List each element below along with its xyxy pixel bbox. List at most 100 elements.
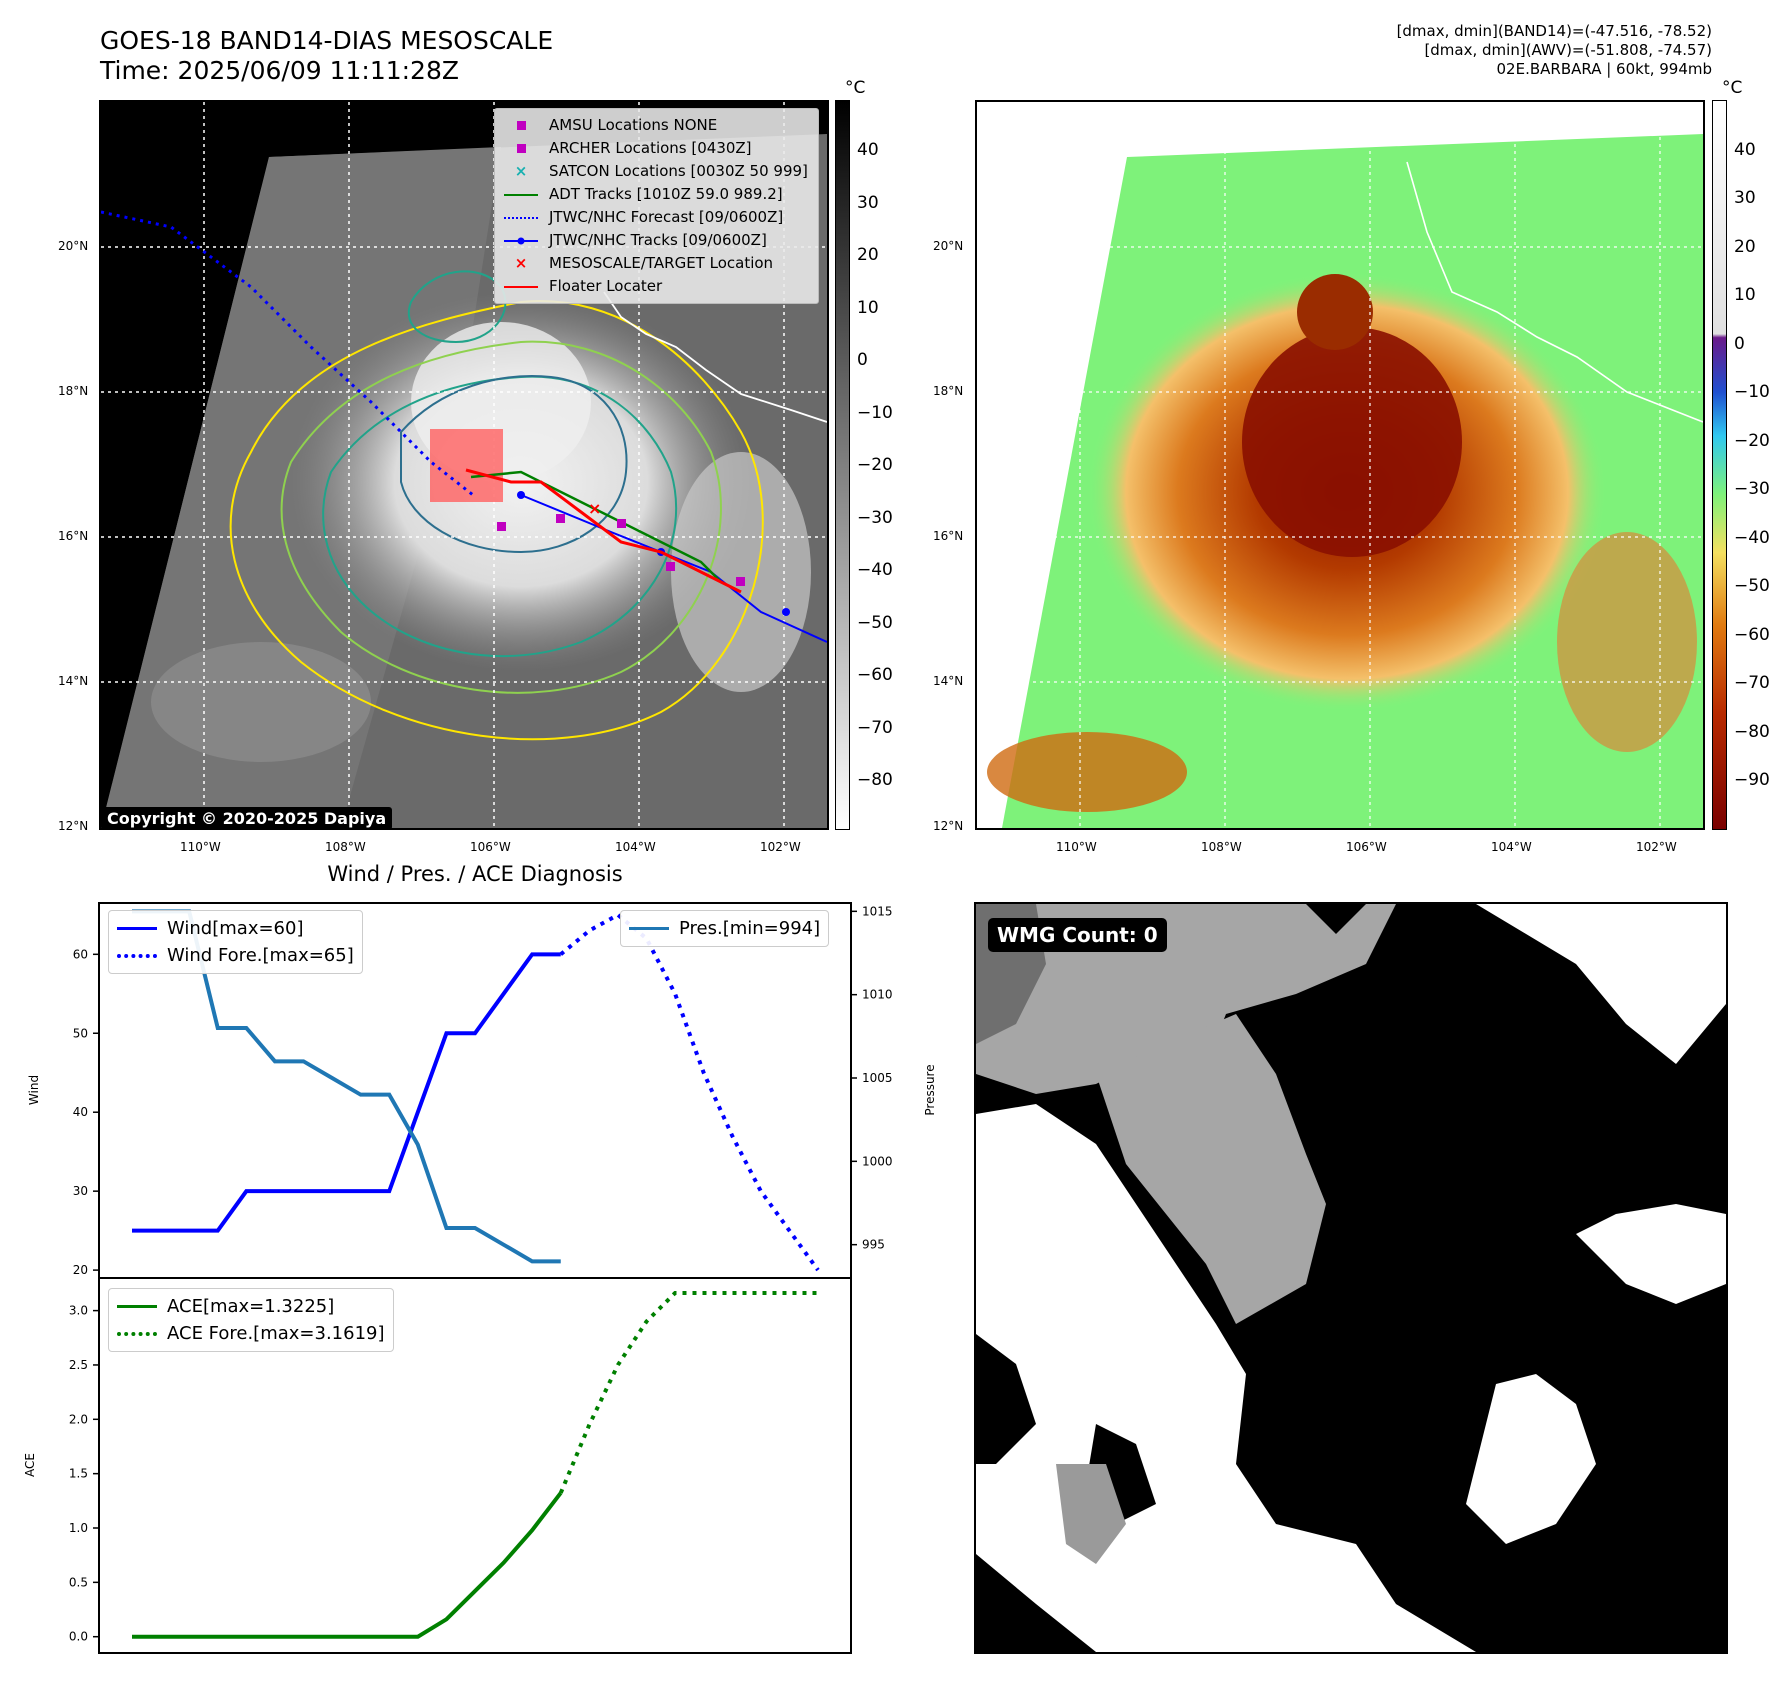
wmg-image: [976, 904, 1726, 1652]
legend-ace-symbol: [117, 1300, 157, 1314]
legend-ace: ACE[max=1.3225]: [117, 1293, 385, 1320]
left-lon-104: 104°W: [615, 840, 656, 854]
colorbar-tick-label: −10: [857, 402, 893, 423]
wind-y-tick-label: 50: [73, 1026, 88, 1040]
colorbar-tick-label: 20: [857, 245, 879, 265]
colorbar-tick-label: −20: [1734, 430, 1770, 451]
left-lon-102: 102°W: [760, 840, 801, 854]
figure-stats: [dmax, dmin](BAND14)=(-47.516, -78.52) […: [1397, 22, 1712, 79]
ace-y-tick-label: 1.0: [69, 1521, 88, 1535]
left-lon-108: 108°W: [325, 840, 366, 854]
legend-target: × MESOSCALE/TARGET Location: [503, 252, 810, 275]
legend-wind: Wind[max=60]: [117, 915, 354, 942]
wind-y-tick-label: 60: [73, 947, 88, 961]
colorbar-tick-label: −80: [1734, 721, 1770, 742]
colorbar-tick-label: 10: [1734, 285, 1756, 306]
ir-map-panel: ×: [99, 100, 829, 830]
awv-map-image: [977, 102, 1703, 828]
stats-awv: [dmax, dmin](AWV)=(-51.808, -74.57): [1424, 41, 1712, 59]
colorbar-tick-label: 40: [1734, 140, 1756, 160]
ace-line: [132, 1491, 563, 1639]
left-colorbar: [835, 100, 850, 830]
pressure-y-tick-label: 1015: [862, 904, 893, 918]
colorbar-tick-label: −10: [1734, 382, 1770, 403]
awv-map-panel: [975, 100, 1705, 830]
ace-plot-layer: 0.0 0.5 1.0 1.5 2.0 2.5 3.0: [69, 1291, 818, 1644]
diagnosis-title: Wind / Pres. / ACE Diagnosis: [327, 862, 623, 886]
legend-satcon: × SATCON Locations [0030Z 50 999]: [503, 160, 810, 183]
colorbar-tick-label: −70: [1734, 673, 1770, 694]
left-colorbar-unit: °C: [845, 78, 866, 98]
legend-pres: Pres.[min=994]: [629, 915, 820, 942]
ace-y-tick-label: 1.5: [69, 1467, 88, 1481]
right-lat-12: 12°N: [933, 819, 964, 833]
legend-archer-label: ARCHER Locations [0430Z]: [549, 139, 752, 157]
right-colorbar-unit: °C: [1722, 78, 1743, 98]
legend-floater-label: Floater Locater: [549, 277, 663, 295]
colorbar-tick-label: −30: [857, 507, 893, 528]
legend-satcon-label: SATCON Locations [0030Z 50 999]: [549, 162, 808, 180]
ace-y-tick-label: 0.5: [69, 1575, 88, 1589]
legend-target-symbol: ×: [514, 254, 528, 272]
wind-ylabel: Wind: [27, 1075, 41, 1105]
copyright-badge: Copyright © 2020-2025 Dapiya: [101, 807, 393, 830]
legend-floater-symbol: [503, 280, 539, 294]
colorbar-tick-label: 10: [857, 297, 879, 318]
colorbar-tick-label: −70: [857, 717, 893, 738]
ace-y-tick-label: 2.0: [69, 1412, 88, 1426]
legend-amsu-label: AMSU Locations NONE: [549, 116, 718, 134]
storm-info: 02E.BARBARA | 60kt, 994mb: [1496, 60, 1712, 78]
right-lat-20: 20°N: [933, 239, 964, 253]
title-line-1: GOES-18 BAND14-DIAS MESOSCALE: [100, 26, 554, 55]
colorbar-tick-label: −30: [1734, 479, 1770, 500]
wind-plot-layer: 20 30 40 50 60 995 1000 1005 1010 1015: [73, 904, 893, 1277]
wind-legend: Wind[max=60] Wind Fore.[max=65]: [108, 910, 363, 974]
colorbar-tick-label: 0: [1734, 333, 1745, 354]
pressure-line: [132, 909, 561, 1264]
legend-archer: ARCHER Locations [0430Z]: [503, 137, 810, 160]
colorbar-tick-label: −20: [857, 455, 893, 475]
colorbar-tick-label: −40: [857, 560, 893, 580]
legend-wind-fore: Wind Fore.[max=65]: [117, 942, 354, 969]
svg-text:×: ×: [588, 499, 601, 518]
wind-line: [132, 952, 561, 1233]
colorbar-tick-label: 40: [857, 140, 879, 160]
right-lon-102: 102°W: [1636, 840, 1677, 854]
right-lat-16: 16°N: [933, 529, 964, 543]
legend-jtwc-tracks: JTWC/NHC Tracks [09/0600Z]: [503, 229, 810, 252]
legend-floater: Floater Locater: [503, 275, 810, 298]
ace-y-tick-label: 2.5: [69, 1358, 88, 1372]
pressure-y-tick-label: 995: [862, 1238, 885, 1252]
right-lon-104: 104°W: [1491, 840, 1532, 854]
right-lat-14: 14°N: [933, 674, 964, 688]
colorbar-tick-label: −80: [857, 770, 893, 790]
pressure-legend: Pres.[min=994]: [620, 910, 830, 947]
pressure-ylabel: Pressure: [923, 1064, 937, 1115]
colorbar-tick-label: −90: [1734, 770, 1770, 790]
colorbar-tick-label: −40: [1734, 527, 1770, 548]
colorbar-tick-label: 0: [857, 350, 868, 370]
diagnosis-chart: Wind Pressure ACE 20 30 40 50 60 995 1000 1005 1…: [23, 902, 937, 1654]
legend-satcon-symbol: ×: [514, 162, 528, 180]
colorbar-tick-label: 30: [857, 192, 879, 213]
left-lat-12: 12°N: [58, 819, 89, 833]
legend-ace-label: ACE[max=1.3225]: [167, 1296, 335, 1317]
legend-jtwc-symbol: [503, 234, 539, 248]
legend-forecast-symbol: [503, 211, 539, 225]
left-lat-20: 20°N: [58, 239, 89, 253]
wmg-panel: [974, 902, 1728, 1654]
legend-archer-symbol: [503, 142, 539, 156]
legend-wind-fore-symbol: [117, 949, 157, 963]
legend-forecast: JTWC/NHC Forecast [09/0600Z]: [503, 206, 810, 229]
title-line-2: Time: 2025/06/09 11:11:28Z: [100, 56, 459, 85]
legend-forecast-label: JTWC/NHC Forecast [09/0600Z]: [549, 208, 784, 226]
legend-pres-symbol: [629, 922, 669, 936]
ace-y-tick-label: 3.0: [69, 1304, 88, 1318]
right-lon-108: 108°W: [1201, 840, 1242, 854]
pressure-y-tick-label: 1000: [862, 1154, 893, 1168]
wind-y-tick-label: 30: [73, 1184, 88, 1198]
legend-wind-symbol: [117, 922, 157, 936]
right-colorbar: [1712, 100, 1727, 830]
legend-wind-fore-label: Wind Fore.[max=65]: [167, 945, 354, 966]
right-lon-106: 106°W: [1346, 840, 1387, 854]
